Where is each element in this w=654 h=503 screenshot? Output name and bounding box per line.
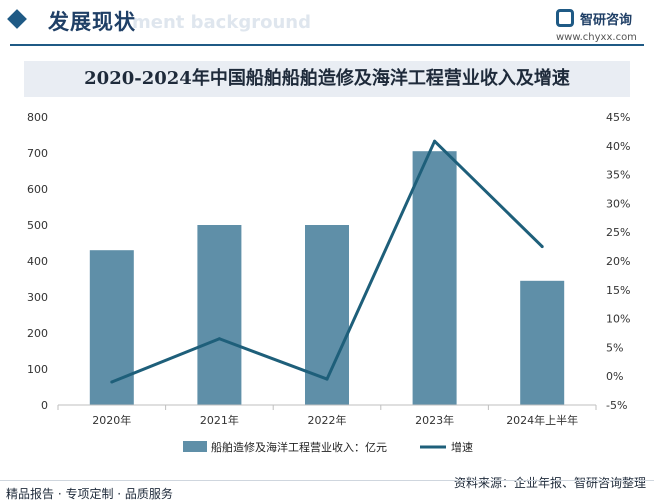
x-tick-label: 2024年上半年 [506, 413, 578, 427]
y-left-tick-label: 300 [27, 291, 48, 304]
y-left-tick-label: 0 [41, 399, 48, 412]
x-tick-label: 2020年 [92, 413, 131, 427]
section-title: 发展现状 [48, 10, 136, 34]
y-right-tick-label: 45% [606, 111, 630, 124]
y-right-tick-label: 35% [606, 169, 630, 182]
x-tick-label: 2023年 [415, 413, 454, 427]
brand-logo-icon [556, 9, 574, 27]
y-left-tick-label: 800 [27, 111, 48, 124]
header: ment background 发展现状 智研咨询 www.chyxx.com [0, 0, 654, 46]
brand-name: 智研咨询 [580, 13, 633, 28]
chart-title: 2020-2024年中国船舶船舶造修及海洋工程营业收入及增速 [84, 68, 570, 89]
y-right-tick-label: 30% [606, 197, 630, 210]
y-right-tick-label: 0% [606, 370, 623, 383]
y-left-tick-label: 100 [27, 363, 48, 376]
y-left-tick-label: 200 [27, 327, 48, 340]
growth-point [110, 380, 114, 384]
y-left-tick-label: 400 [27, 255, 48, 268]
legend-bar-swatch [183, 441, 207, 452]
bar [520, 280, 565, 405]
y-left-tick-label: 700 [27, 147, 48, 160]
y-right-tick-label: 40% [606, 140, 630, 153]
y-right-tick-label: 5% [606, 341, 623, 354]
y-right-tick-label: 15% [606, 284, 630, 297]
y-left-tick-label: 500 [27, 219, 48, 232]
footer-tagline: 精品报告 · 专项定制 · 品质服务 [6, 487, 173, 501]
y-right-tick-label: -5% [606, 399, 627, 412]
growth-point [325, 377, 329, 381]
bar [412, 151, 457, 405]
brand-url: www.chyxx.com [556, 32, 637, 43]
y-right-tick-label: 10% [606, 313, 630, 326]
y-left-tick-label: 600 [27, 183, 48, 196]
growth-point [217, 337, 221, 341]
y-right-tick-label: 20% [606, 255, 630, 268]
x-tick-label: 2022年 [308, 413, 347, 427]
legend-bar-label: 船舶造修及海洋工程营业收入：亿元 [211, 440, 387, 454]
bar [197, 225, 242, 405]
y-right-tick-label: 25% [606, 226, 630, 239]
chart-title-band [24, 61, 630, 97]
header-watermark: ment background [132, 12, 311, 33]
bar [89, 250, 134, 405]
legend-line-label: 增速 [451, 440, 473, 454]
source-note: 资料来源：企业年报、智研咨询整理 [453, 476, 646, 490]
header-divider [10, 44, 644, 46]
growth-point [540, 245, 544, 249]
x-tick-label: 2021年 [200, 413, 239, 427]
growth-point [433, 139, 437, 143]
footer-divider [0, 480, 654, 481]
